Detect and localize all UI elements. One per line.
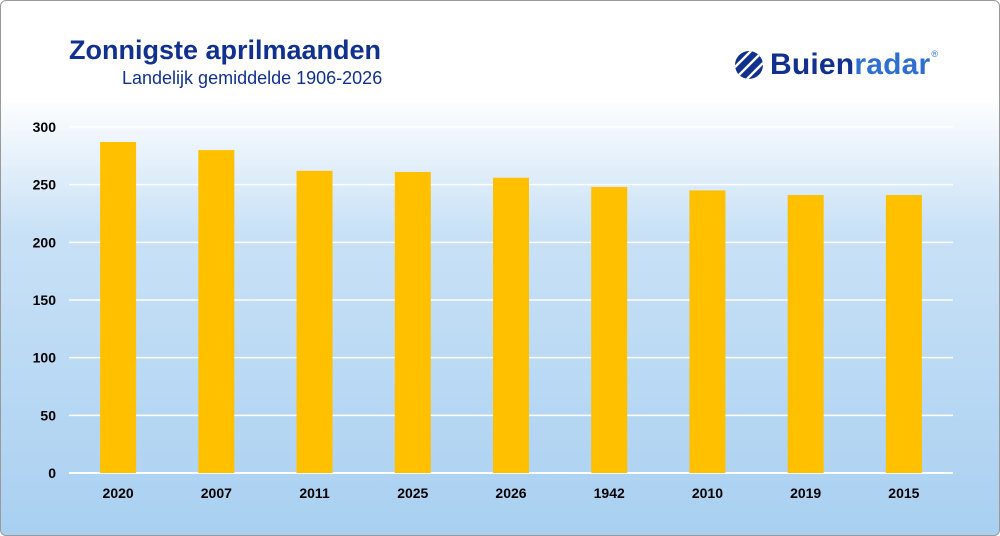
y-tick-label: 200 — [33, 234, 57, 250]
chart-title: Zonnigste aprilmaanden — [69, 35, 382, 65]
y-tick-label: 100 — [33, 350, 57, 366]
x-tick-label: 2019 — [790, 485, 821, 501]
logo-word-radar: radar — [854, 48, 931, 81]
y-tick-label: 250 — [33, 177, 57, 193]
bar-2025 — [394, 171, 431, 474]
chart-subtitle: Landelijk gemiddelde 1906-2026 — [122, 68, 383, 88]
logo-word-buien: Buien — [770, 48, 855, 81]
bar-2015 — [885, 195, 922, 473]
bar-2011 — [296, 170, 333, 473]
y-tick-label: 150 — [33, 292, 57, 308]
y-axis-ticks: 0 50 100 150 200 250 300 — [33, 119, 57, 481]
bar-2010 — [689, 190, 726, 473]
x-tick-label: 2020 — [103, 485, 134, 501]
bar-2019 — [787, 195, 824, 473]
bar-2026 — [493, 177, 529, 473]
x-tick-label: 2026 — [495, 485, 526, 501]
y-tick-label: 0 — [48, 465, 56, 481]
x-tick-label: 2007 — [201, 485, 232, 501]
registered-mark: ® — [931, 49, 939, 59]
x-tick-label: 2015 — [888, 485, 919, 501]
logo-wordmark: Buienradar — [770, 50, 930, 80]
bars — [100, 141, 922, 474]
x-tick-label: 2025 — [397, 485, 428, 501]
buienradar-logo-icon — [735, 51, 763, 79]
bar-2020 — [100, 141, 137, 473]
buienradar-logo: Buienradar ® — [734, 47, 938, 83]
bar-2007 — [198, 150, 235, 474]
y-tick-label: 50 — [40, 407, 56, 423]
x-tick-label: 2011 — [299, 485, 330, 501]
bar-1942 — [591, 186, 628, 473]
x-tick-label: 2010 — [692, 485, 723, 501]
y-tick-label: 300 — [33, 119, 57, 135]
x-tick-label: 1942 — [594, 485, 625, 501]
x-axis-ticks: 2020 2007 2011 2025 2026 1942 2010 2019 2015 — [103, 485, 920, 501]
